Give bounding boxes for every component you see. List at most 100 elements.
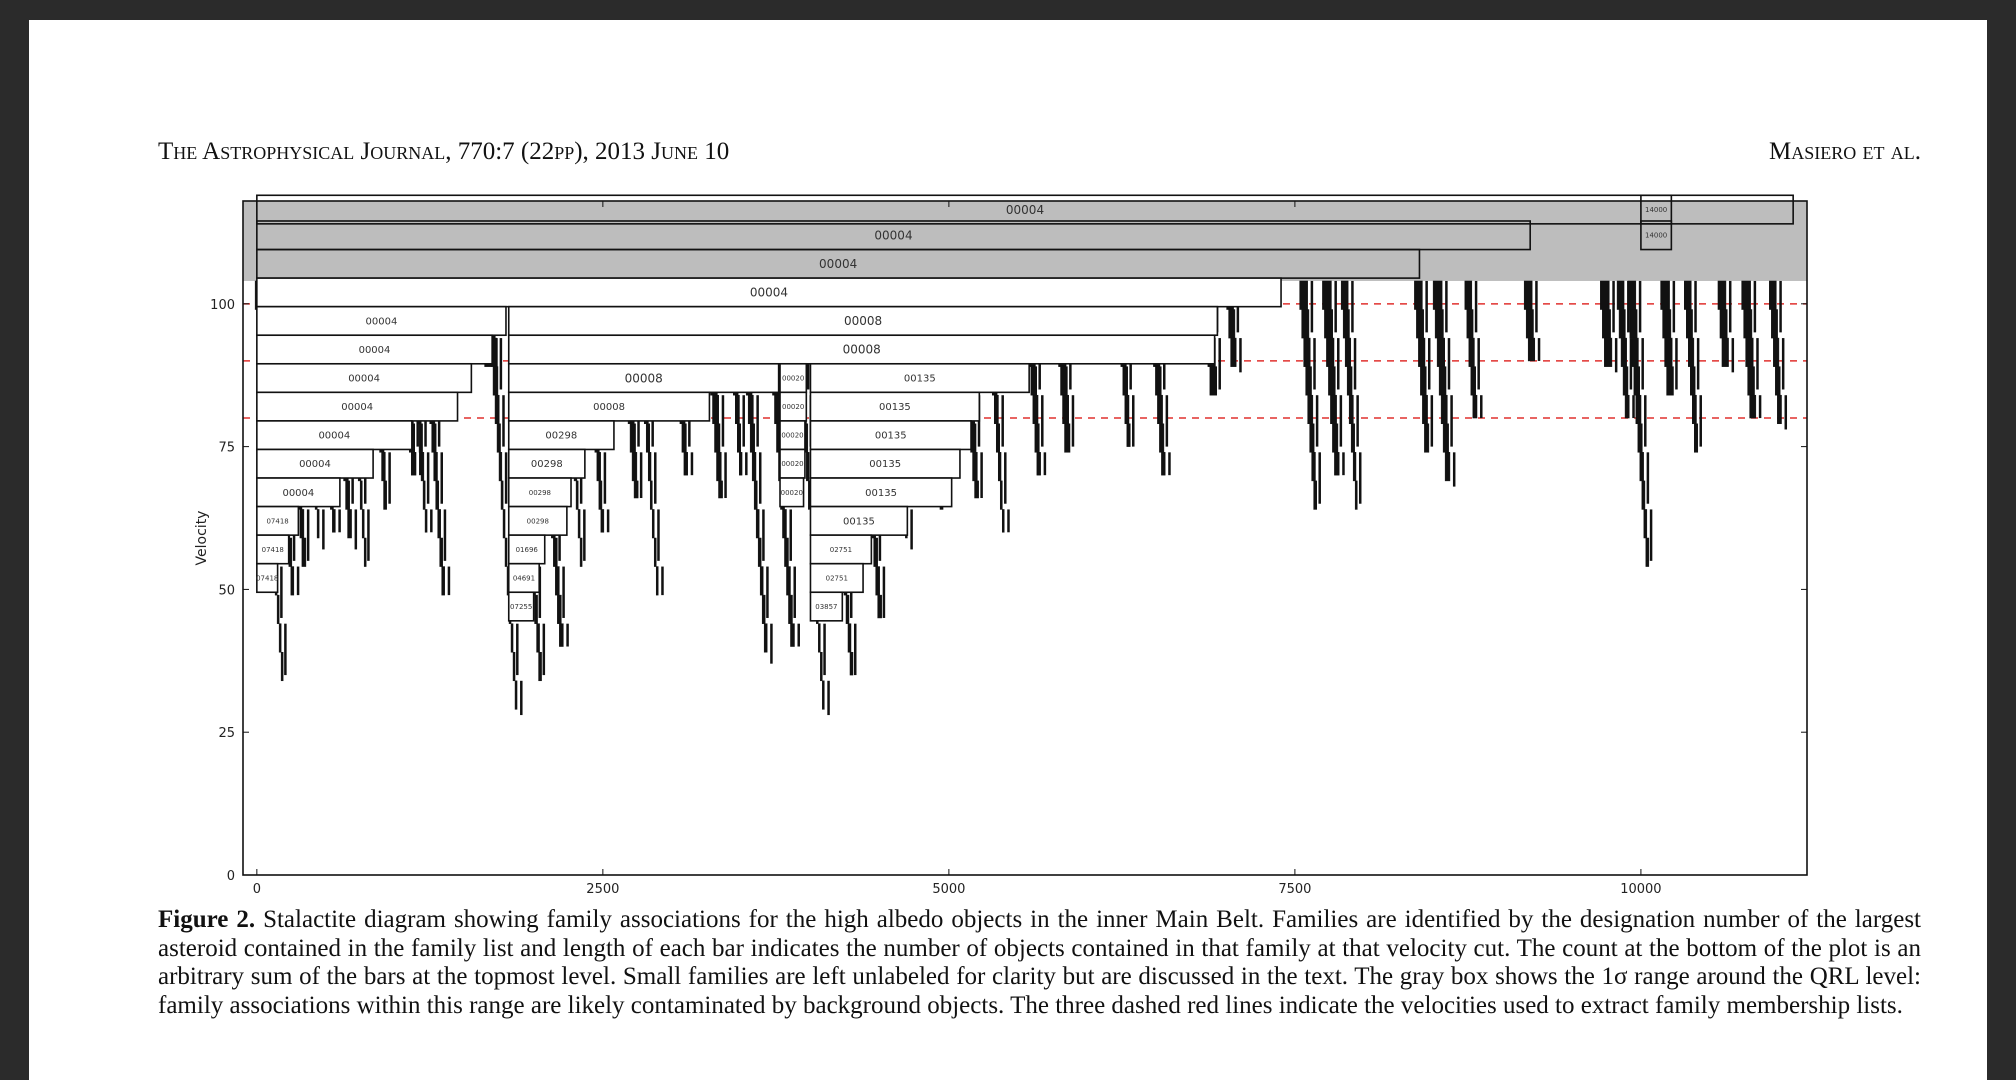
small-family-bar <box>1616 280 1625 310</box>
small-family-bar <box>1743 309 1753 339</box>
small-family-bar <box>1756 338 1759 390</box>
small-family-bar <box>596 452 601 482</box>
family-bar-label: 07255 <box>510 603 532 611</box>
small-family-bar <box>1346 366 1353 396</box>
small-family-bar <box>536 623 540 653</box>
small-family-bar <box>496 423 501 453</box>
small-family-bar <box>566 623 569 647</box>
small-family-bar <box>1717 280 1727 310</box>
family-bar <box>256 305 507 337</box>
small-family-bar <box>1030 366 1037 396</box>
small-family-bar <box>1310 280 1314 333</box>
small-family-bar <box>789 509 792 561</box>
small-family-bar <box>553 537 558 567</box>
small-family-bar <box>873 537 878 567</box>
small-family-bar <box>278 623 282 653</box>
family-bar <box>1640 194 1673 225</box>
small-family-bar <box>557 594 562 624</box>
small-family-bar <box>1758 395 1762 419</box>
small-family-bar <box>1318 452 1321 504</box>
small-family-bar <box>1416 309 1424 339</box>
small-family-bar <box>435 480 440 510</box>
small-family-bar <box>747 394 754 425</box>
small-family-bar <box>1132 395 1135 447</box>
small-family-bar <box>500 480 504 510</box>
small-family-bar <box>284 623 287 676</box>
small-family-bar <box>431 423 437 453</box>
small-family-bar <box>1629 338 1633 390</box>
small-family-bar <box>1328 366 1336 396</box>
small-family-bar <box>447 566 451 596</box>
small-family-bar <box>1784 395 1788 430</box>
small-family-bar <box>1444 452 1451 482</box>
small-family-bar <box>306 509 310 561</box>
small-family-bar <box>1749 394 1757 419</box>
small-family-bar <box>1062 394 1069 425</box>
family-bar-label: 14000 <box>1645 206 1667 214</box>
small-family-bar <box>1299 280 1308 310</box>
small-family-bar <box>1627 280 1637 310</box>
small-family-bar <box>1773 337 1780 367</box>
small-family-bar <box>972 452 978 482</box>
small-family-bar <box>1311 452 1316 482</box>
small-family-bar <box>1646 452 1650 504</box>
family-bar-label: 00004 <box>348 374 380 385</box>
small-family-bar <box>1641 338 1644 390</box>
small-family-bar <box>1418 337 1426 367</box>
small-family-bar <box>1032 394 1039 425</box>
small-family-bar <box>1442 423 1449 453</box>
small-family-bar <box>631 452 638 482</box>
small-family-bar <box>1635 394 1642 425</box>
small-family-bar <box>383 480 387 510</box>
small-family-bar <box>1480 395 1483 419</box>
small-family-bar <box>681 423 687 453</box>
small-family-bar <box>1447 338 1451 390</box>
small-family-bar <box>299 509 305 539</box>
family-bar-label: 14000 <box>1645 232 1667 240</box>
small-family-bar <box>1157 394 1163 425</box>
x-tick-label: 5000 <box>932 882 965 897</box>
small-family-bar <box>1728 280 1732 333</box>
small-family-bar <box>1425 280 1428 333</box>
small-family-bar <box>512 651 516 682</box>
small-family-bar <box>347 509 352 539</box>
small-family-bar <box>853 623 857 676</box>
small-family-bar <box>822 680 825 710</box>
plot-frame <box>242 200 1808 876</box>
small-family-bar <box>1600 280 1610 310</box>
small-family-bar <box>1064 423 1071 453</box>
small-family-bar <box>1126 423 1131 447</box>
small-family-bar <box>1342 309 1350 339</box>
family-bar-label: 00135 <box>843 516 875 527</box>
running-header-authors: Masiero et al. <box>1769 138 1921 165</box>
small-family-bar <box>1445 280 1448 333</box>
small-family-bar <box>426 452 430 504</box>
small-family-bar <box>1436 337 1445 367</box>
family-bar-label: 00008 <box>843 343 881 357</box>
small-family-bar <box>1239 338 1242 373</box>
family-bar-label: 07418 <box>262 546 284 554</box>
family-bar-label: 00020 <box>781 432 803 440</box>
small-family-bar <box>583 509 586 561</box>
small-family-bar <box>755 509 760 539</box>
small-family-bar <box>1719 309 1728 339</box>
family-bar <box>507 334 1216 365</box>
x-tick-label: 0 <box>253 882 261 897</box>
small-family-bar <box>1525 309 1534 339</box>
family-bar <box>256 534 290 565</box>
family-bar-label: 00004 <box>341 402 373 413</box>
small-family-bar <box>786 566 791 596</box>
small-family-bar <box>1450 395 1453 447</box>
small-family-bar <box>520 680 523 716</box>
small-family-bar <box>974 480 979 499</box>
family-bar-label: 00004 <box>299 459 331 470</box>
small-family-bar <box>1438 366 1447 396</box>
small-family-bar <box>1694 280 1697 333</box>
small-family-bar <box>790 623 795 647</box>
x-tick-label: 10000 <box>1620 882 1661 897</box>
family-bar-label: 03857 <box>815 603 837 611</box>
small-family-bar <box>749 423 755 453</box>
family-bar <box>507 362 780 394</box>
small-family-bar <box>645 423 650 453</box>
small-family-bar <box>345 480 350 510</box>
